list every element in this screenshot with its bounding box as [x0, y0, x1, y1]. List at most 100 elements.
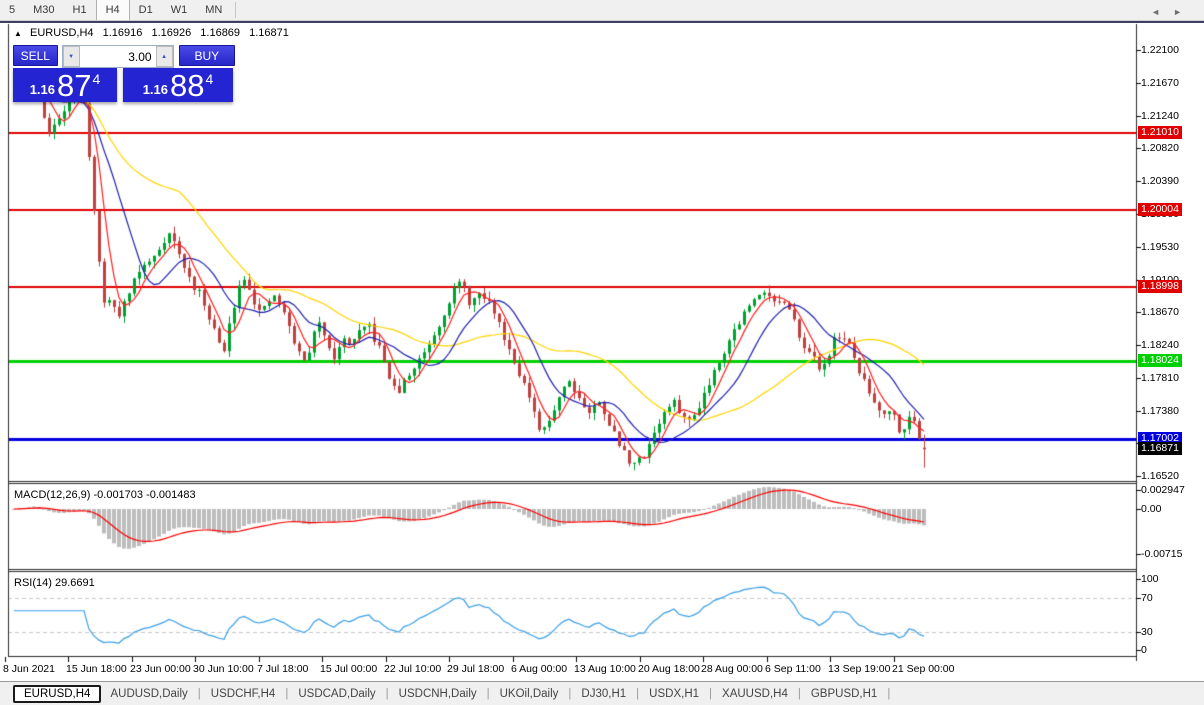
- rsi-axis-label: 100: [1141, 573, 1159, 585]
- buy-price-display[interactable]: 1.16 88 4: [123, 68, 233, 102]
- tab-item-dj30-h1[interactable]: DJ30,H1: [581, 687, 627, 700]
- sell-price-display[interactable]: 1.16 87 4: [13, 68, 117, 102]
- chart-window-top-border: [0, 21, 1204, 23]
- tab-item-usdcad-daily[interactable]: USDCAD,Daily: [298, 687, 376, 700]
- price-tick-label: 1.16520: [1141, 470, 1179, 482]
- rsi-value: 29.6691: [54, 577, 95, 589]
- timeframe-button-H1[interactable]: H1: [72, 4, 87, 16]
- price-tick-label: 1.22100: [1141, 44, 1179, 56]
- timeframe-toolbar: 5 M30 H1 H4 D1 W1 MN: [0, 0, 1204, 21]
- up-arrow-icon: ▲: [161, 53, 168, 60]
- ohlc-high: 1.16926: [151, 27, 192, 39]
- tab-separator: |: [636, 687, 640, 700]
- chart-symbol-label: EURUSD,H4: [29, 27, 94, 39]
- tab-item-gbpusd-h1[interactable]: GBPUSD,H1: [810, 687, 878, 700]
- price-line-label: 1.21010: [1138, 126, 1182, 140]
- tab-separator: |: [285, 687, 289, 700]
- price-line-label: 1.17002: [1138, 432, 1182, 446]
- price-tick-label: 1.18670: [1141, 306, 1179, 318]
- chart-tab-bar: EURUSD,H4 AUDUSD,Daily | USDCHF,H4 | USDCAD,D…: [0, 681, 1204, 705]
- price-tick-label: 1.19530: [1141, 241, 1179, 253]
- time-axis-label: 21 Sep 00:00: [892, 663, 955, 675]
- volume-up-button[interactable]: ▲: [155, 46, 173, 67]
- time-axis-label: 13 Aug 10:00: [574, 663, 636, 675]
- rsi-axis-label: 0: [1141, 644, 1147, 656]
- ohlc-low: 1.16869: [200, 27, 241, 39]
- sell-price-big: 87: [57, 68, 92, 104]
- time-axis-label: 6 Aug 00:00: [511, 663, 568, 675]
- macd-indicator-title: MACD(12,26,9) -0.001703 -0.001483: [14, 489, 196, 501]
- time-axis-label: 23 Jun 00:00: [130, 663, 191, 675]
- price-tick-label: 1.21240: [1141, 110, 1179, 122]
- rsi-name: RSI(14): [14, 577, 52, 589]
- timeframe-button-MN[interactable]: MN: [205, 4, 223, 16]
- time-axis-label: 30 Jun 10:00: [193, 663, 254, 675]
- price-tick-label: 1.21670: [1141, 77, 1179, 89]
- chart-header: ▲ EURUSD,H4 1.16916 1.16926 1.16869 1.16…: [14, 27, 295, 39]
- tab-separator: |: [197, 687, 201, 700]
- timeframe-button-5[interactable]: 5: [9, 4, 16, 16]
- rsi-indicator-title: RSI(14) 29.6691: [14, 577, 95, 589]
- tab-item-usdcnh-daily[interactable]: USDCNH,Daily: [398, 687, 477, 700]
- ohlc-close: 1.16871: [249, 27, 289, 39]
- tab-item-ukoil-daily[interactable]: UKOil,Daily: [499, 687, 559, 700]
- macd-axis-label: 0.00: [1141, 503, 1162, 515]
- tab-separator: |: [887, 687, 891, 700]
- price-tick-label: 1.20390: [1141, 175, 1179, 187]
- price-tick-label: 1.20820: [1141, 142, 1179, 154]
- timeframe-button-D1[interactable]: D1: [138, 4, 153, 16]
- collapse-triangle-icon[interactable]: ▲: [14, 29, 22, 38]
- time-axis-label: 7 Jul 18:00: [257, 663, 309, 675]
- sell-price-prefix: 1.16: [29, 82, 56, 97]
- price-tick-label: 1.17380: [1141, 405, 1179, 417]
- price-line-label: 1.16871: [1138, 442, 1182, 456]
- tab-item-usdchf-h4[interactable]: USDCHF,H4: [210, 687, 276, 700]
- ohlc-open: 1.16916: [102, 27, 143, 39]
- tab-item-xauusd-h4[interactable]: XAUUSD,H4: [722, 687, 788, 700]
- volume-spinner: ▼ ▲: [61, 45, 174, 68]
- buy-price-sup: 4: [205, 71, 214, 87]
- price-line-label: 1.20004: [1138, 203, 1182, 216]
- volume-down-button[interactable]: ▼: [62, 46, 80, 67]
- buy-price-prefix: 1.16: [142, 82, 169, 97]
- sell-button[interactable]: SELL: [13, 45, 58, 66]
- macd-axis-label: -0.00715: [1141, 548, 1183, 560]
- time-axis-label: 29 Jul 18:00: [447, 663, 505, 675]
- tab-separator: |: [486, 687, 490, 700]
- time-axis-label: 8 Jun 2021: [3, 663, 55, 675]
- tab-item-eurusd-h4[interactable]: EURUSD,H4: [13, 684, 102, 703]
- tab-separator: |: [709, 687, 713, 700]
- down-arrow-icon: ▼: [68, 53, 75, 60]
- tab-item-audusd-daily[interactable]: AUDUSD,Daily: [110, 687, 188, 700]
- buy-button[interactable]: BUY: [178, 45, 235, 66]
- time-axis-label: 20 Aug 18:00: [638, 663, 700, 675]
- tab-separator: |: [385, 687, 389, 700]
- volume-input[interactable]: [79, 46, 156, 67]
- tab-separator: |: [797, 687, 801, 700]
- rsi-axis-label: 70: [1141, 592, 1153, 604]
- time-axis-label: 15 Jul 00:00: [320, 663, 378, 675]
- price-line-label: 1.18998: [1138, 279, 1182, 293]
- macd-axis-label: 0.002947: [1141, 484, 1185, 496]
- timeframe-button-H4[interactable]: H4: [95, 0, 130, 20]
- time-axis-label: 22 Jul 10:00: [384, 663, 442, 675]
- time-axis-label: 13 Sep 19:00: [828, 663, 891, 675]
- price-tick-label: 1.17810: [1141, 372, 1179, 384]
- time-axis-label: 6 Sep 11:00: [765, 663, 821, 675]
- timeframe-button-W1[interactable]: W1: [170, 4, 188, 16]
- rsi-axis-label: 30: [1141, 626, 1153, 638]
- macd-values: -0.001703 -0.001483: [93, 489, 196, 501]
- tab-scroll-right-icon[interactable]: ►: [1173, 7, 1182, 17]
- price-line-label: 1.18024: [1138, 354, 1182, 368]
- time-axis-label: 28 Aug 00:00: [701, 663, 763, 675]
- buy-price-big: 88: [170, 68, 205, 104]
- price-tick-label: 1.18240: [1141, 339, 1179, 351]
- tab-item-usdx-h1[interactable]: USDX,H1: [649, 687, 700, 700]
- sell-price-sup: 4: [92, 71, 101, 87]
- tab-separator: |: [568, 687, 572, 700]
- tab-scroll-left-icon[interactable]: ◄: [1151, 7, 1160, 17]
- timeframe-button-M30[interactable]: M30: [33, 4, 55, 16]
